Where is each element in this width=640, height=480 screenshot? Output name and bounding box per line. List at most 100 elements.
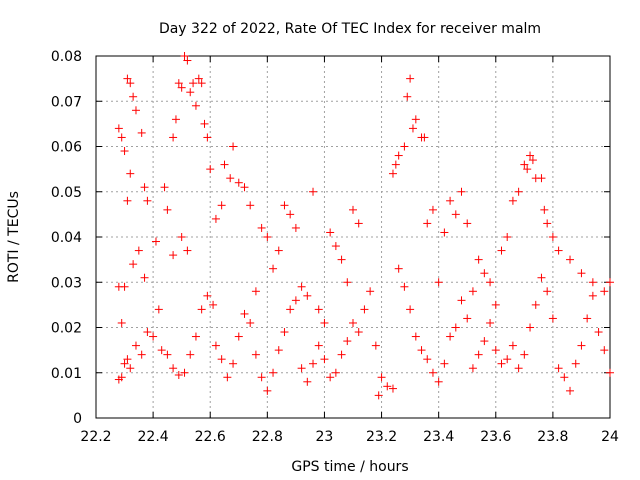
data-point: [314, 305, 323, 314]
data-point: [497, 246, 506, 255]
data-point: [151, 237, 160, 246]
data-point: [274, 246, 283, 255]
data-point: [174, 371, 183, 380]
data-point: [197, 305, 206, 314]
data-point: [217, 201, 226, 210]
data-point: [537, 273, 546, 282]
data-point: [371, 341, 380, 350]
grid-lines: [96, 56, 610, 418]
data-point: [163, 205, 172, 214]
data-point: [246, 318, 255, 327]
data-point: [197, 79, 206, 88]
data-point: [337, 350, 346, 359]
data-point: [326, 373, 335, 382]
data-point: [571, 359, 580, 368]
data-point: [246, 201, 255, 210]
data-point: [186, 88, 195, 97]
data-point: [263, 386, 272, 395]
data-point: [211, 341, 220, 350]
data-point: [354, 328, 363, 337]
data-point: [309, 359, 318, 368]
data-point: [234, 178, 243, 187]
data-point: [411, 332, 420, 341]
data-point: [503, 355, 512, 364]
data-point: [400, 282, 409, 291]
data-point: [520, 350, 529, 359]
data-point: [451, 323, 460, 332]
data-point: [191, 332, 200, 341]
data-point: [291, 296, 300, 305]
data-point: [540, 205, 549, 214]
data-point: [588, 278, 597, 287]
data-point: [354, 219, 363, 228]
data-point: [391, 160, 400, 169]
data-point: [577, 269, 586, 278]
data-point: [388, 384, 397, 393]
data-point: [566, 386, 575, 395]
data-point: [169, 364, 178, 373]
data-point: [560, 373, 569, 382]
data-point: [303, 291, 312, 300]
data-point: [331, 242, 340, 251]
data-point: [143, 328, 152, 337]
data-point: [183, 56, 192, 65]
data-point: [526, 323, 535, 332]
data-point: [194, 74, 203, 83]
data-point: [280, 328, 289, 337]
data-point: [200, 119, 209, 128]
data-point: [131, 106, 140, 115]
x-tick-label: 22.8: [252, 429, 283, 445]
data-point: [337, 255, 346, 264]
data-point: [191, 101, 200, 110]
data-point: [486, 318, 495, 327]
data-point: [257, 373, 266, 382]
data-point: [446, 332, 455, 341]
data-point: [251, 350, 260, 359]
data-point: [349, 318, 357, 327]
data-point: [186, 350, 195, 359]
data-point: [117, 373, 126, 382]
data-point: [160, 183, 169, 192]
data-point: [606, 368, 614, 377]
y-tick-label: 0.01: [51, 366, 82, 382]
data-point: [537, 174, 546, 183]
data-point: [203, 291, 212, 300]
data-point: [420, 133, 429, 142]
data-point: [129, 92, 138, 101]
data-point: [123, 196, 132, 205]
data-point: [183, 246, 192, 255]
data-point: [174, 79, 183, 88]
data-point: [480, 269, 489, 278]
x-tick-label: 24: [601, 429, 619, 445]
data-point: [523, 165, 532, 174]
data-point: [269, 264, 278, 273]
data-point: [137, 350, 146, 359]
y-tick-label: 0.05: [51, 185, 82, 201]
data-point: [508, 341, 517, 350]
y-tick-label: 0.06: [51, 140, 82, 156]
data-point: [423, 355, 432, 364]
data-point: [491, 300, 500, 309]
data-point: [143, 196, 152, 205]
data-point: [209, 300, 218, 309]
y-tick-label: 0.03: [51, 275, 82, 291]
data-point: [140, 183, 149, 192]
data-point: [309, 187, 318, 196]
data-point: [240, 309, 249, 318]
data-point: [286, 305, 295, 314]
data-point: [229, 359, 238, 368]
data-point: [251, 287, 260, 296]
data-point: [120, 147, 129, 156]
data-point: [446, 196, 455, 205]
data-point: [403, 92, 412, 101]
data-point: [257, 223, 266, 232]
data-point: [189, 79, 198, 88]
data-point: [503, 233, 512, 241]
data-point: [226, 174, 235, 183]
data-point: [263, 233, 272, 241]
data-point: [374, 391, 383, 400]
x-tick-label: 23.4: [423, 429, 454, 445]
data-point: [451, 210, 460, 219]
data-point: [434, 377, 443, 386]
